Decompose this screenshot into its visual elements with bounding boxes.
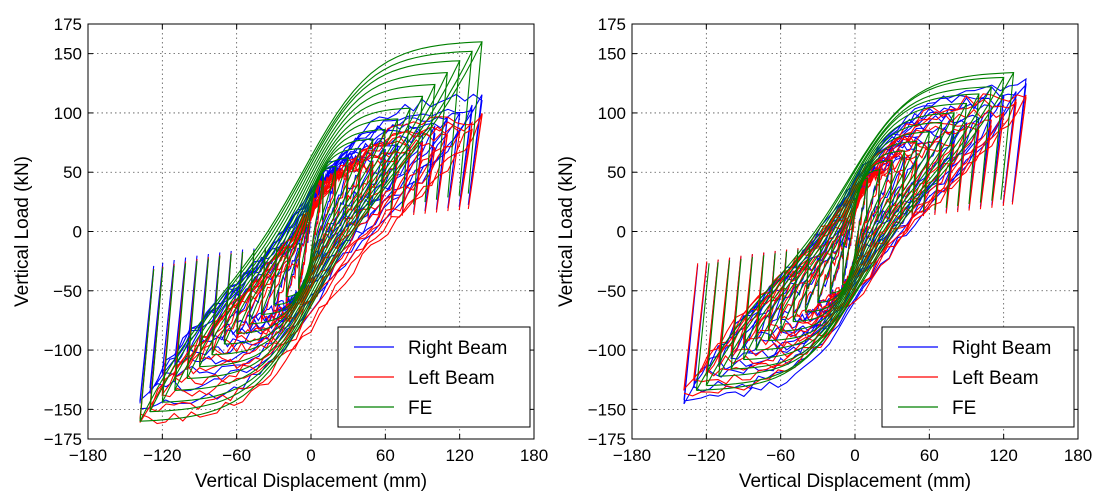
- series-line-left-beam: [792, 154, 918, 321]
- x-tick-label: 60: [920, 446, 939, 465]
- series-line-fe: [161, 60, 461, 403]
- series-line-fe: [223, 118, 399, 345]
- legend: Right Beam Left Beam FE: [881, 326, 1075, 428]
- chart-left: −180 −120 −60 0 60 120 180 −175 −150 −100 −50 0 50 10…: [12, 15, 548, 492]
- series-line-fe: [792, 140, 918, 323]
- x-tick-label: −120: [687, 446, 725, 465]
- y-tick-label: 175: [54, 15, 82, 34]
- x-tick-label: −60: [766, 446, 795, 465]
- chart-right: −180 −120 −60 0 60 120 180 −175 −150 −100 −50 0 50 10…: [556, 15, 1092, 492]
- y-tick-label: −100: [44, 341, 82, 360]
- y-axis-label: Vertical Load (kN): [12, 156, 33, 307]
- series-line-left-beam: [755, 140, 955, 340]
- series-line-fe: [211, 107, 411, 356]
- x-tick-label: −180: [69, 446, 107, 465]
- legend-entry: Right Beam: [952, 338, 1051, 359]
- series-line-fe: [198, 95, 424, 368]
- legend-entry: Left Beam: [952, 368, 1039, 389]
- legend-entry: FE: [408, 398, 432, 419]
- x-tick-label: 180: [520, 446, 548, 465]
- legend: Right Beam Left Beam FE: [337, 326, 531, 428]
- y-tick-label: 150: [598, 45, 626, 64]
- y-tick-label: −50: [53, 282, 82, 301]
- series-line-fe: [174, 72, 448, 391]
- series-line-fe: [139, 41, 483, 422]
- series-line-fe: [248, 138, 374, 325]
- legend-entry: Right Beam: [408, 338, 507, 359]
- x-tick-label: 0: [306, 446, 315, 465]
- y-tick-label: −150: [44, 400, 82, 419]
- legend-entry: Left Beam: [408, 368, 495, 389]
- y-tick-label: −175: [588, 430, 626, 449]
- y-tick-label: 50: [63, 163, 82, 182]
- y-tick-label: 0: [617, 223, 626, 242]
- x-axis-label: Vertical Displacement (mm): [739, 471, 971, 492]
- series-line-fe: [718, 86, 992, 377]
- y-tick-label: 150: [54, 45, 82, 64]
- series-line-fe: [186, 83, 436, 380]
- series-line-fe: [817, 159, 893, 304]
- series-line-left-beam: [139, 113, 483, 425]
- x-tick-label: 180: [1064, 446, 1092, 465]
- x-tick-label: 60: [376, 446, 395, 465]
- series-line-fe: [705, 76, 1005, 387]
- x-tick-label: −120: [143, 446, 181, 465]
- series-line-fe: [236, 128, 386, 335]
- series-line-fe: [780, 131, 930, 332]
- series-line-fe: [149, 50, 473, 413]
- series-line-fe: [755, 112, 955, 351]
- x-tick-label: 120: [445, 446, 473, 465]
- x-tick-label: 120: [989, 446, 1017, 465]
- y-tick-label: 50: [607, 163, 626, 182]
- series-line-fe: [742, 102, 968, 361]
- series-line-fe: [730, 93, 980, 370]
- legend-entry: FE: [952, 398, 976, 419]
- y-tick-label: −175: [44, 430, 82, 449]
- y-axis-label: Vertical Load (kN): [556, 156, 577, 307]
- series-line-fe: [804, 150, 906, 313]
- series-line-fe: [767, 121, 943, 342]
- x-tick-label: 0: [850, 446, 859, 465]
- series-line-left-beam: [779, 148, 930, 324]
- y-tick-label: −50: [597, 282, 626, 301]
- y-tick-label: 100: [598, 104, 626, 123]
- plot-area: [683, 72, 1027, 405]
- x-tick-label: −180: [613, 446, 651, 465]
- y-tick-label: 100: [54, 104, 82, 123]
- x-tick-label: −60: [222, 446, 251, 465]
- y-tick-label: 0: [73, 223, 82, 242]
- y-tick-label: −100: [588, 341, 626, 360]
- series-line-fe: [695, 72, 1015, 391]
- x-axis-label: Vertical Displacement (mm): [195, 471, 427, 492]
- y-tick-label: 175: [598, 15, 626, 34]
- series-line-left-beam: [223, 154, 399, 347]
- y-tick-label: −150: [588, 400, 626, 419]
- plot-area: [139, 41, 483, 425]
- series-line-fe: [260, 147, 362, 316]
- series-line-right-beam: [139, 93, 483, 410]
